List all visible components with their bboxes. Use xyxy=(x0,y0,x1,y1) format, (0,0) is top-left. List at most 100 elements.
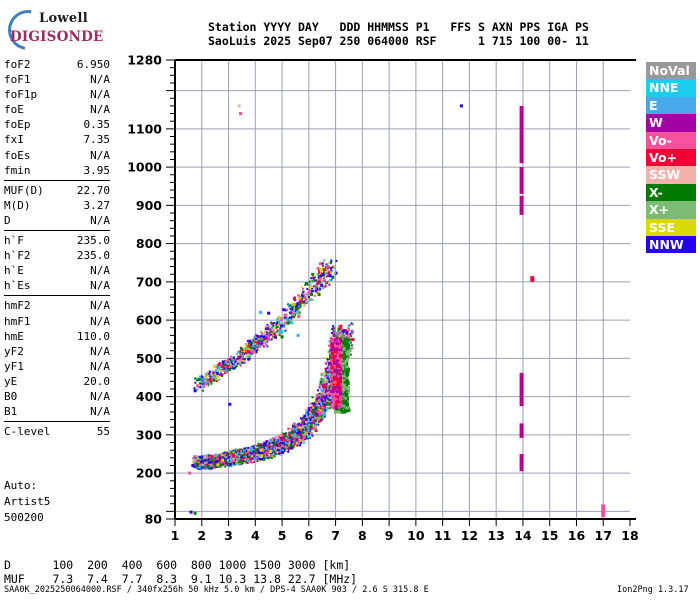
echo-pixel xyxy=(271,437,274,440)
echo-pixel xyxy=(328,262,331,265)
echo-pixel xyxy=(332,375,335,378)
echo-pixel xyxy=(299,434,302,437)
echo-pixel xyxy=(309,422,312,425)
echo-pixel xyxy=(270,331,273,334)
echo-pixel xyxy=(319,400,322,403)
echo-pixel xyxy=(242,451,245,454)
echo-pixel xyxy=(220,465,223,468)
echo-pixel xyxy=(317,397,321,401)
echo-pixel xyxy=(216,366,219,369)
echo-pixel xyxy=(270,446,273,449)
echo-pixel xyxy=(204,380,207,383)
echo-pixel xyxy=(289,431,292,434)
echo-pixel xyxy=(204,378,207,381)
echo-pixel xyxy=(312,408,315,411)
echo-pixel xyxy=(210,454,213,457)
echo-pixel xyxy=(277,441,280,444)
echo-pixel xyxy=(236,455,239,458)
echo-pixel xyxy=(296,424,300,428)
echo-pixel xyxy=(306,422,309,425)
echo-pixel xyxy=(346,385,350,389)
echo-pixel xyxy=(319,267,323,271)
echo-pixel xyxy=(342,371,346,376)
echo-pixel xyxy=(342,407,346,411)
echo-pixel xyxy=(225,457,228,460)
echo-pixel xyxy=(239,462,242,465)
echo-pixel xyxy=(230,365,233,368)
echo-pixel xyxy=(231,450,234,453)
echo-pixel xyxy=(242,360,245,363)
echo-pixel xyxy=(275,450,278,453)
echo-pixel xyxy=(251,453,255,457)
echo-pixel xyxy=(345,403,350,407)
echo-pixel xyxy=(299,429,302,432)
echo-pixel xyxy=(201,379,204,382)
echo-pixel xyxy=(302,301,305,304)
echo-pixel xyxy=(207,462,210,465)
echo-pixel xyxy=(336,336,339,339)
echo-pixel xyxy=(336,361,339,364)
echo-pixel xyxy=(342,359,346,363)
echo-pixel xyxy=(329,272,332,275)
echo-pixel xyxy=(284,329,287,332)
echo-pixel xyxy=(273,448,276,451)
echo-pixel xyxy=(232,449,235,452)
echo-pixel xyxy=(211,462,214,465)
echo-pixel xyxy=(224,454,228,458)
echo-pixel xyxy=(203,465,206,468)
echo-pixel xyxy=(203,461,206,464)
echo-pixel xyxy=(335,355,338,358)
echo-pixel xyxy=(335,346,339,350)
echo-pixel xyxy=(226,453,229,456)
echo-pixel xyxy=(255,338,258,341)
echo-pixel xyxy=(333,382,337,386)
echo-pixel xyxy=(296,424,300,428)
echo-pixel xyxy=(307,430,310,433)
echo-pixel xyxy=(293,305,296,308)
echo-pixel xyxy=(260,457,264,461)
echo-pixel xyxy=(236,456,239,459)
echo-pixel xyxy=(336,355,339,358)
echo-pixel xyxy=(274,334,277,337)
echo-pixel xyxy=(264,451,267,454)
echo-pixel xyxy=(224,460,228,464)
echo-pixel xyxy=(325,276,328,279)
echo-pixel xyxy=(290,429,293,432)
echo-pixel xyxy=(238,356,241,359)
echo-pixel xyxy=(199,462,202,465)
echo-pixel xyxy=(244,451,247,454)
echo-pixel xyxy=(208,458,210,461)
echo-pixel xyxy=(270,457,273,460)
echo-pixel xyxy=(251,457,254,460)
echo-pixel xyxy=(329,375,333,379)
echo-pixel xyxy=(248,449,250,452)
echo-pixel xyxy=(340,391,345,396)
echo-pixel xyxy=(220,368,223,371)
echo-pixel xyxy=(223,369,227,373)
echo-pixel xyxy=(250,456,254,460)
echo-pixel xyxy=(248,453,251,456)
echo-pixel xyxy=(238,453,241,456)
echo-pixel xyxy=(344,340,348,344)
echo-pixel xyxy=(318,402,321,405)
echo-pixel xyxy=(306,411,309,414)
echo-pixel xyxy=(340,350,343,353)
echo-pixel xyxy=(274,452,277,455)
echo-pixel xyxy=(243,453,246,456)
echo-pixel xyxy=(280,444,283,447)
echo-pixel xyxy=(276,438,279,441)
param-key: hmE xyxy=(4,329,24,343)
echo-pixel xyxy=(299,427,302,430)
echo-pixel xyxy=(336,339,339,342)
echo-pixel xyxy=(210,465,213,468)
echo-pixel xyxy=(331,360,334,363)
echo-pixel xyxy=(336,368,340,372)
echo-pixel xyxy=(344,380,348,384)
echo-pixel xyxy=(328,383,331,386)
echo-pixel xyxy=(283,324,286,327)
echo-pixel xyxy=(313,403,316,406)
echo-pixel xyxy=(314,429,318,433)
param-key: B1 xyxy=(4,405,18,419)
echo-pixel xyxy=(275,448,278,451)
echo-pixel xyxy=(201,461,204,464)
